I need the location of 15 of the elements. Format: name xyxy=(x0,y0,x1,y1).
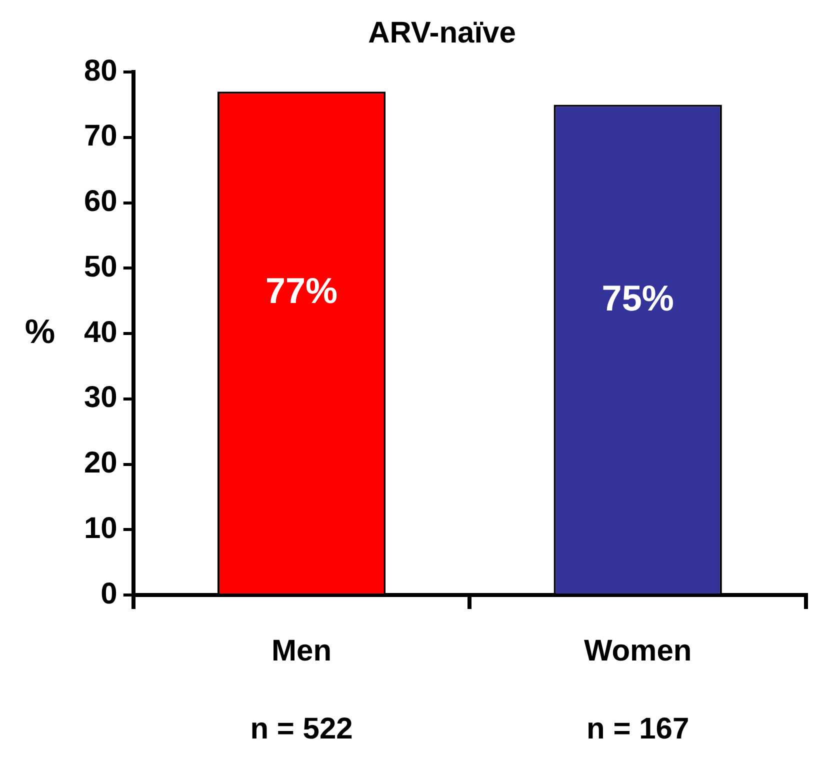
y-tick-label: 50 xyxy=(84,250,118,284)
data-label: 77% xyxy=(265,270,338,311)
y-tick-label: 80 xyxy=(84,54,118,88)
y-tick-label: 60 xyxy=(84,185,118,218)
y-tick-label: 30 xyxy=(84,381,118,414)
data-label: 75% xyxy=(602,278,674,319)
chart-title: ARV-naïve xyxy=(368,16,516,50)
y-tick-label: 10 xyxy=(84,512,118,545)
y-tick-label: 0 xyxy=(100,577,118,610)
y-axis-title: % xyxy=(24,312,56,351)
category-label: Men n = 522 xyxy=(250,634,353,746)
y-tick-label: 70 xyxy=(84,120,118,153)
category-label: Women n = 167 xyxy=(584,634,692,746)
y-tick-label: 40 xyxy=(84,316,118,349)
y-tick-label: 20 xyxy=(84,446,118,480)
